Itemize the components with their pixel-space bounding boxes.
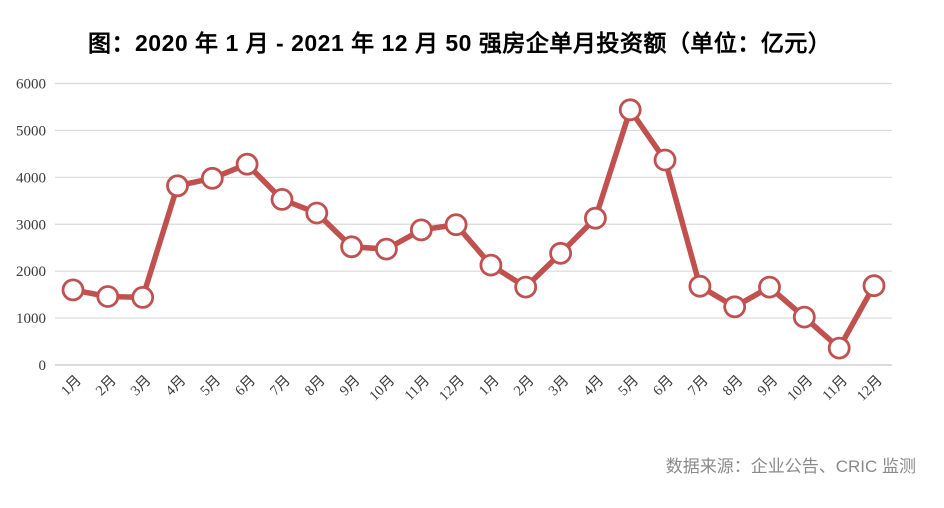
data-point-marker xyxy=(479,253,503,277)
data-point-marker xyxy=(688,274,712,298)
x-axis-tick-label: 3月 xyxy=(128,373,155,400)
data-point-marker xyxy=(305,201,329,225)
data-point-marker xyxy=(409,218,433,242)
x-axis-tick-label: 7月 xyxy=(685,373,712,400)
x-axis-tick-label: 12月 xyxy=(854,373,886,405)
data-series-line xyxy=(70,107,877,351)
x-axis-tick-label: 8月 xyxy=(302,373,329,400)
x-axis-tick-label: 6月 xyxy=(232,373,259,400)
x-axis-tick-label: 4月 xyxy=(581,373,608,400)
data-point-marker xyxy=(862,274,886,298)
x-axis-tick-label: 10月 xyxy=(366,373,398,405)
data-point-marker xyxy=(723,295,747,319)
data-point-marker xyxy=(444,213,468,237)
y-axis-tick-label: 0 xyxy=(39,358,47,374)
x-axis-tick-label: 2月 xyxy=(511,373,538,400)
data-point-marker xyxy=(549,241,572,265)
data-point-marker xyxy=(166,174,189,198)
data-point-marker xyxy=(584,206,607,230)
x-axis-tick-label: 11月 xyxy=(820,373,851,404)
x-axis-tick-label: 5月 xyxy=(197,373,224,400)
data-point-marker xyxy=(514,275,538,299)
y-axis-tick-label: 5000 xyxy=(16,123,46,139)
data-point-marker xyxy=(758,275,781,299)
x-axis-tick-label: 12月 xyxy=(436,373,468,405)
data-point-marker xyxy=(340,235,364,259)
data-point-marker xyxy=(653,148,677,172)
data-point-marker xyxy=(61,278,85,302)
chart-title: 图：2020 年 1 月 - 2021 年 12 月 50 强房企单月投资额（单… xyxy=(88,30,832,56)
data-point-marker xyxy=(618,98,642,122)
x-axis-tick-label: 7月 xyxy=(267,373,294,400)
y-axis-tick-label: 4000 xyxy=(16,170,46,186)
x-axis-tick-label: 4月 xyxy=(163,373,190,400)
x-axis-tick-label: 9月 xyxy=(337,373,364,400)
x-axis-tick-label: 5月 xyxy=(615,373,642,400)
x-axis-tick-label: 3月 xyxy=(546,373,573,400)
x-axis-tick-label: 9月 xyxy=(755,373,782,400)
x-axis-tick-label: 2月 xyxy=(93,373,120,400)
x-axis-tick-label: 11月 xyxy=(402,373,433,404)
data-point-marker xyxy=(235,152,259,176)
data-point-marker xyxy=(131,285,155,309)
data-point-marker xyxy=(374,237,398,261)
x-axis-tick-label: 8月 xyxy=(720,373,747,400)
data-source-note: 数据来源：企业公告、CRIC 监测 xyxy=(665,457,916,476)
data-point-marker xyxy=(792,305,816,329)
y-axis-tick-label: 2000 xyxy=(16,264,46,280)
data-point-marker xyxy=(827,336,851,360)
y-axis-tick-label: 3000 xyxy=(16,217,46,233)
data-point-marker xyxy=(270,187,294,211)
x-axis-tick-label: 6月 xyxy=(650,373,677,400)
x-axis-tick-label: 10月 xyxy=(784,373,816,405)
data-point-marker xyxy=(96,285,120,308)
data-point-marker xyxy=(200,166,224,190)
x-axis-tick-label: 1月 xyxy=(58,373,85,400)
x-axis-tick-label: 1月 xyxy=(476,373,503,400)
y-axis-tick-label: 6000 xyxy=(16,77,46,93)
y-axis-tick-label: 1000 xyxy=(16,311,46,327)
